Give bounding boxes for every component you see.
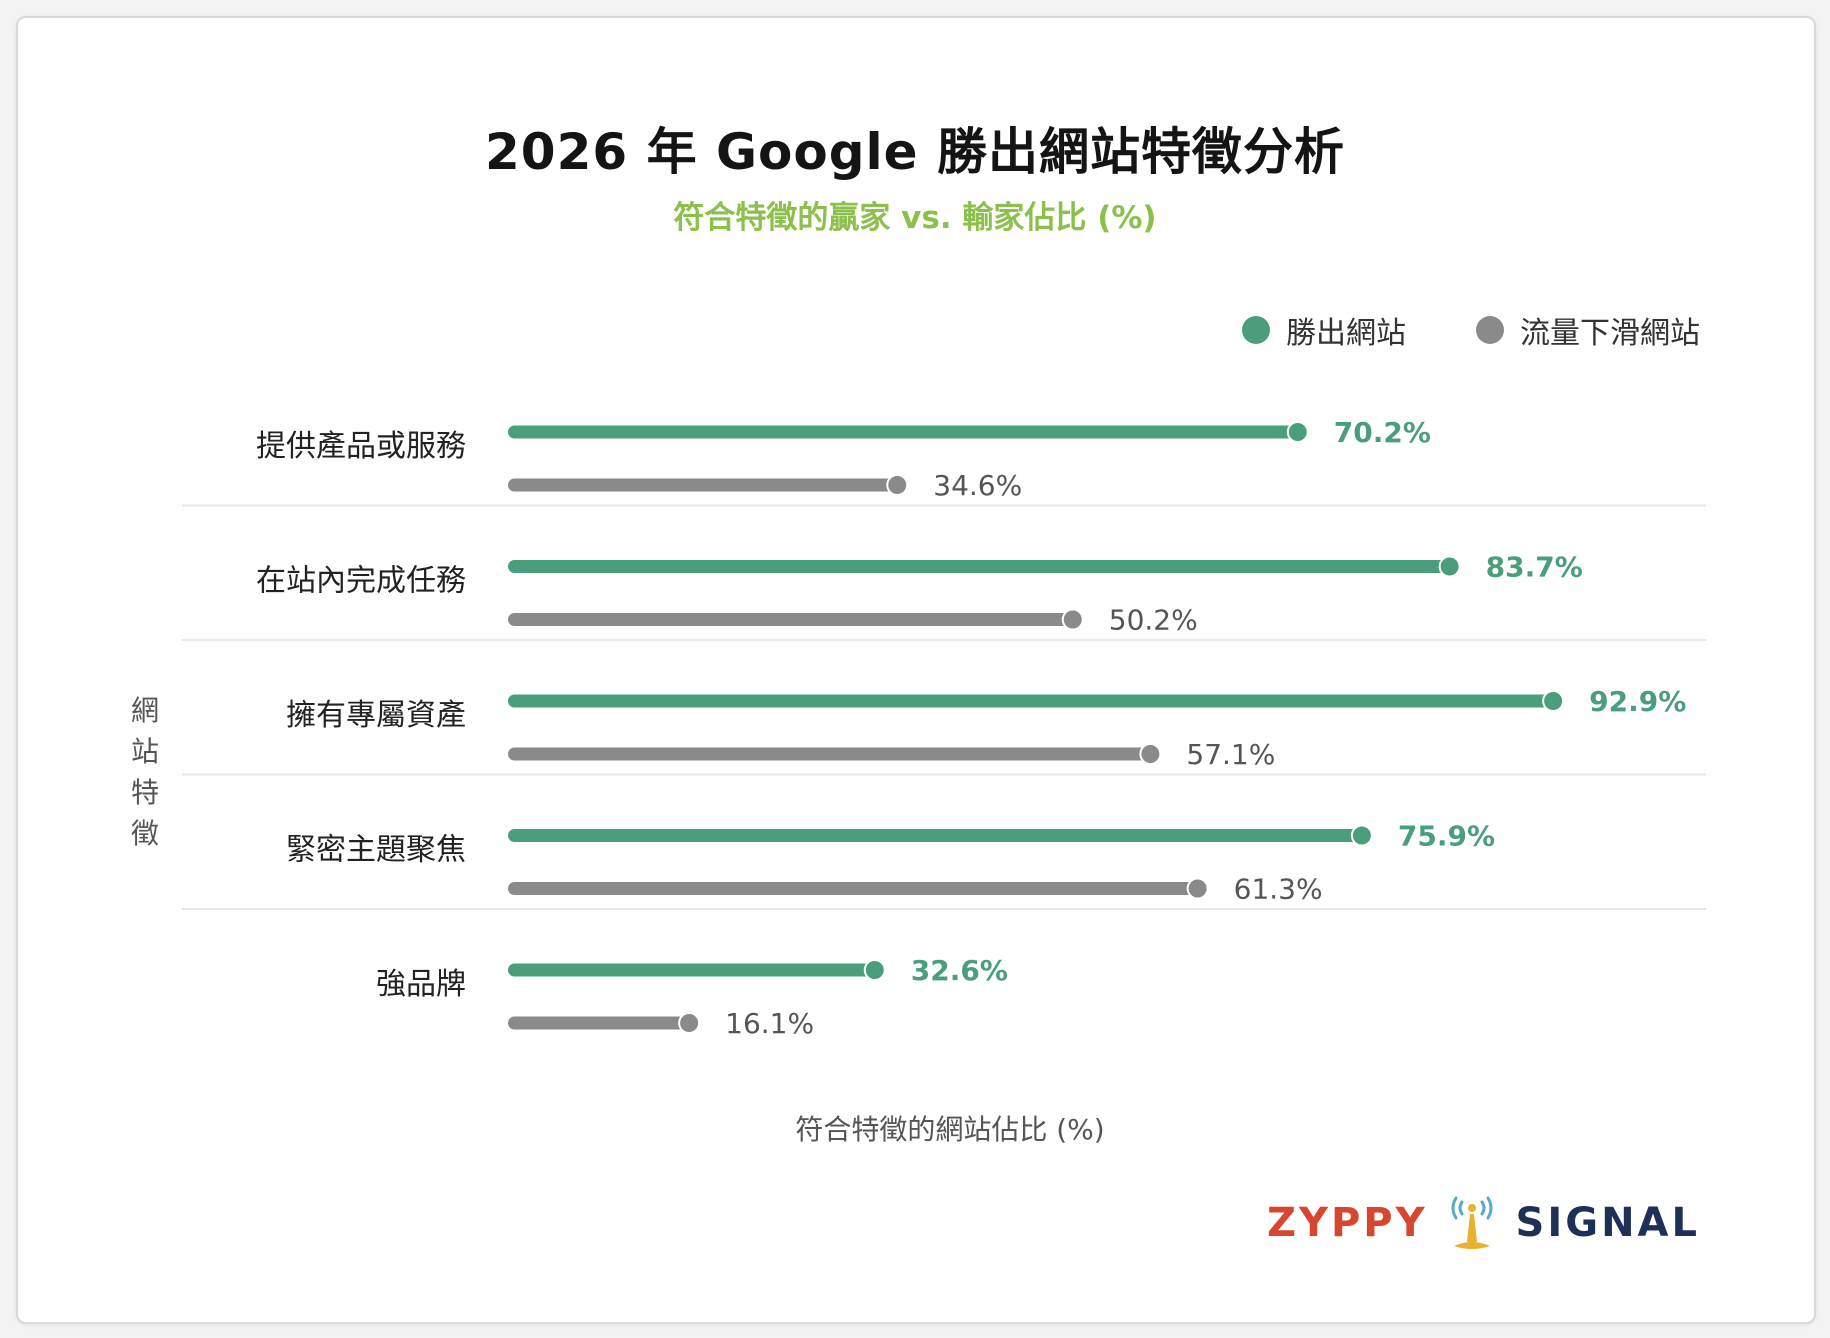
winner-bar: [508, 829, 1362, 842]
winner-dot: [1544, 692, 1563, 710]
loser-dot: [1063, 610, 1082, 629]
data-label: 70.2%: [1334, 416, 1431, 449]
legend-marker-loser: [1476, 316, 1504, 344]
y-axis-label-char: 網: [130, 694, 159, 727]
chart-subtitle: 符合特徵的贏家 vs. 輸家佔比 (%): [673, 200, 1157, 236]
loser-bar: [508, 1016, 690, 1030]
x-axis-label: 符合特徵的網站佔比 (%): [795, 1113, 1105, 1146]
category-label: 在站內完成任務: [256, 564, 466, 599]
loser-bar: [508, 747, 1151, 761]
loser-dot: [888, 476, 907, 494]
data-label: 75.9%: [1398, 820, 1495, 853]
data-label: 83.7%: [1486, 551, 1583, 584]
category-label: 緊密主題聚焦: [286, 833, 466, 868]
category-label: 提供產品或服務: [256, 429, 466, 464]
data-label: 16.1%: [725, 1007, 814, 1040]
legend-marker-winner: [1242, 316, 1270, 344]
winner-bar: [508, 963, 875, 977]
winner-dot: [1440, 557, 1459, 576]
winner-dot: [1288, 423, 1307, 441]
loser-dot: [680, 1014, 699, 1032]
loser-bar: [508, 882, 1198, 895]
legend-label-winner: 勝出網站: [1286, 316, 1406, 351]
data-label: 34.6%: [933, 469, 1022, 502]
winner-bar: [508, 560, 1450, 573]
data-label: 61.3%: [1234, 873, 1323, 906]
logo-text-zyppy: ZYPPY: [1266, 1200, 1428, 1246]
data-label: 50.2%: [1109, 604, 1198, 637]
category-label: 擁有專屬資產: [286, 698, 466, 733]
data-label: 57.1%: [1186, 738, 1275, 771]
y-axis-label-char: 徵: [130, 817, 159, 850]
y-axis-label-char: 站: [130, 735, 159, 768]
logo-text-signal: SIGNAL: [1515, 1200, 1700, 1246]
winner-dot: [865, 961, 884, 979]
category-label: 強品牌: [376, 967, 466, 1002]
winner-bar: [508, 425, 1298, 439]
loser-dot: [1188, 879, 1207, 898]
loser-dot: [1141, 745, 1160, 763]
data-label: 92.9%: [1589, 685, 1686, 718]
loser-bar: [508, 478, 898, 492]
legend-label-loser: 流量下滑網站: [1520, 316, 1700, 351]
legend-item-winner: 勝出網站: [1242, 308, 1406, 352]
antenna-icon: [1451, 1196, 1493, 1249]
winner-dot: [1352, 826, 1371, 845]
winner-bar: [508, 694, 1554, 708]
legend-item-loser: 流量下滑網站: [1476, 308, 1700, 352]
data-label: 32.6%: [911, 954, 1008, 987]
y-axis-label-char: 特: [130, 776, 159, 809]
legend: 勝出網站 流量下滑網站: [1242, 308, 1700, 352]
brand-logo: ZYPPY SIGNAL: [1267, 1192, 1700, 1254]
chart-title: 2026 年 Google 勝出網站特徵分析: [485, 123, 1345, 181]
y-axis-label: 網站特徵: [128, 690, 162, 854]
loser-bar: [508, 613, 1073, 626]
chart-card: [16, 16, 1816, 1324]
